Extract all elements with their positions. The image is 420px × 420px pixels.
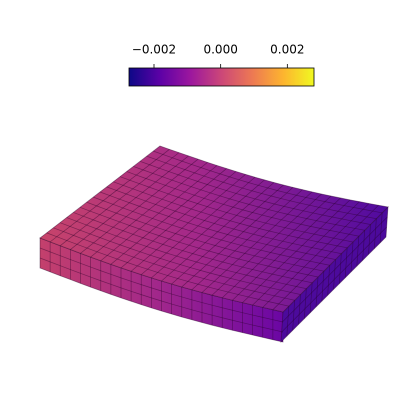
mesh-line: [140, 176, 256, 305]
mesh-line: [39, 216, 388, 323]
mesh-line: [201, 191, 313, 323]
mesh-line: [221, 195, 332, 328]
mesh-line: [211, 193, 322, 326]
mesh-line: [242, 199, 351, 333]
mesh-line: [153, 150, 383, 243]
mesh-line: [151, 179, 265, 308]
mesh-line: [133, 166, 366, 261]
mesh-line: [53, 227, 296, 331]
mesh-line: [191, 189, 303, 320]
mesh-line: [171, 184, 284, 315]
mesh-line: [100, 165, 218, 291]
mesh-line: [59, 152, 180, 276]
colorbar-tick-label: 0.002: [270, 43, 304, 57]
mesh-line: [90, 162, 208, 288]
mesh-line: [49, 149, 170, 272]
mesh-line: [106, 186, 342, 284]
colorbar-tick-label: −0.002: [132, 43, 176, 57]
mesh-line: [272, 204, 379, 340]
slab-top: [39, 145, 389, 313]
colorbar: −0.002 0.000 0.002: [128, 43, 315, 87]
mesh-line: [79, 207, 319, 308]
mesh-line: [113, 181, 348, 278]
mesh-line: [99, 191, 336, 290]
mesh-line: [93, 196, 331, 296]
mesh-line: [262, 203, 370, 338]
mesh-line: [73, 212, 313, 313]
colorbar-tick-label: 0.000: [203, 43, 237, 57]
mesh-line: [126, 171, 360, 267]
mesh-line: [39, 226, 387, 333]
mesh-line: [46, 232, 290, 337]
mesh-line: [139, 161, 371, 255]
mesh-line: [130, 174, 246, 302]
slab-front: [39, 237, 284, 343]
mesh-line: [110, 168, 227, 295]
mesh-line: [80, 158, 199, 284]
mesh-line: [66, 217, 307, 319]
mesh-line: [252, 201, 360, 336]
mesh: [39, 145, 389, 344]
mesh-line: [119, 176, 354, 273]
mesh-line: [86, 201, 325, 302]
mesh-line: [146, 155, 377, 249]
mesh-line: [161, 182, 275, 311]
mesh-line: [59, 222, 301, 325]
mesh-line: [232, 197, 341, 331]
colorbar-bar: [128, 67, 315, 87]
mesh-line: [70, 155, 189, 280]
mesh-line: [181, 187, 294, 317]
mesh-line: [120, 171, 237, 298]
